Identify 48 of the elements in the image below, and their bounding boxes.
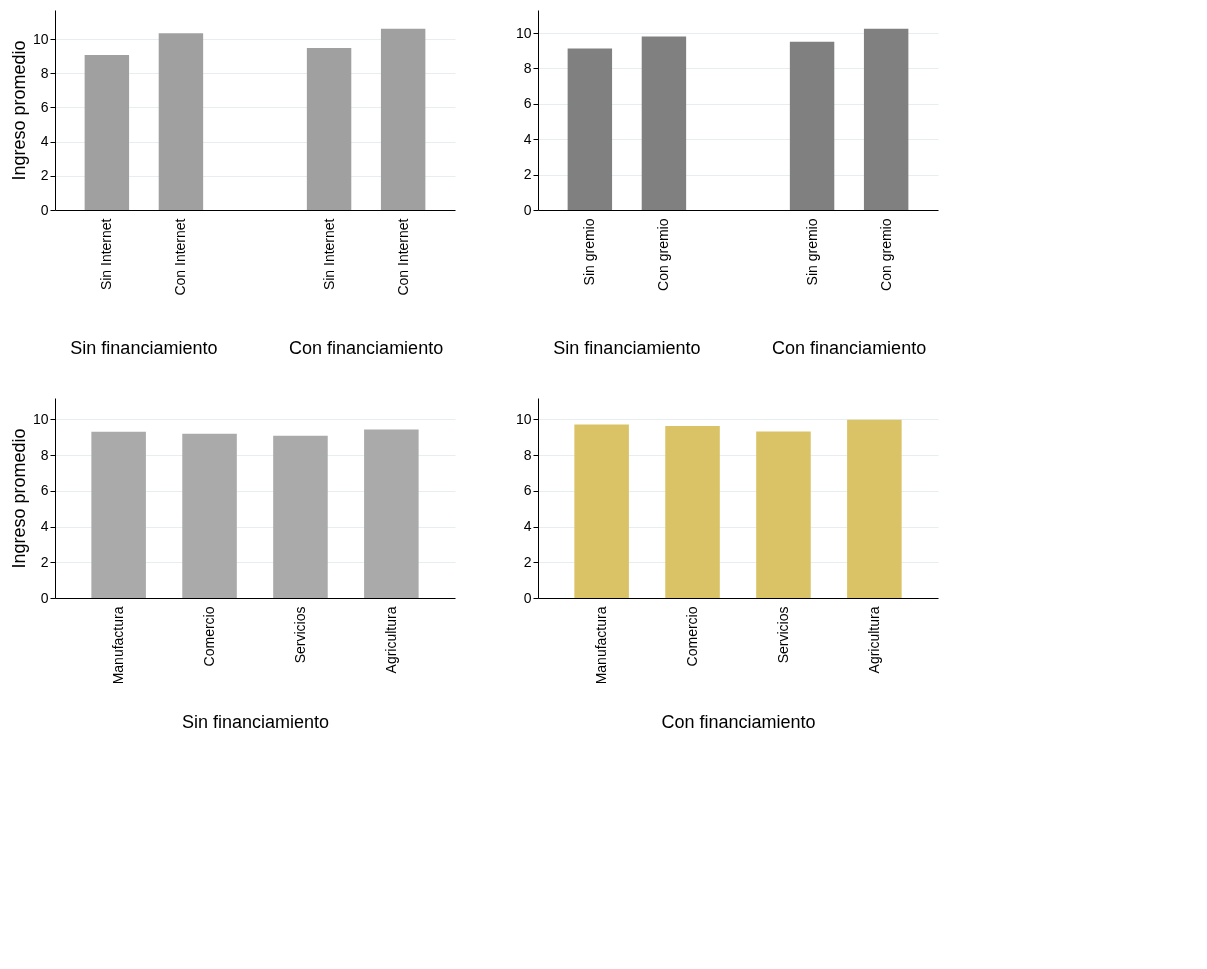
text: Con financiamiento	[289, 338, 444, 358]
y-tick-label: 6	[523, 95, 532, 112]
text: Sin financiamiento	[70, 338, 218, 358]
y-tick-label: 4	[40, 133, 49, 150]
x-tick-label: Manufactura	[110, 606, 127, 685]
x-tick-label: Con gremio	[877, 218, 894, 291]
y-tick-label: 10	[32, 30, 49, 47]
y-tick-label: 4	[523, 130, 532, 147]
y-tick-label: 4	[523, 518, 532, 535]
x-axis-title: Con financiamiento	[661, 712, 816, 733]
x-axis-title: Sin financiamiento	[181, 712, 330, 733]
y-tick-label: 8	[40, 446, 49, 463]
y-tick-label: 2	[40, 167, 49, 184]
x-tick-label: Agricultura	[865, 606, 882, 674]
x-tick-label: Con gremio	[655, 218, 672, 291]
x-tick-label: Servicios	[291, 606, 308, 664]
y-tick-label: 10	[515, 410, 532, 427]
x-tick-label: Sin Internet	[320, 218, 337, 291]
y-tick-label: 8	[523, 59, 532, 76]
y-tick-label: 0	[523, 201, 532, 218]
y-tick-label: 6	[40, 98, 49, 115]
y-tick-label: 0	[40, 201, 49, 218]
y-axis-title: Ingreso promedio	[8, 428, 29, 569]
y-tick-label: 6	[523, 482, 532, 499]
x-tick-label: Sin Internet	[98, 218, 115, 291]
x-tick-label: Sin gremio	[581, 218, 598, 286]
y-tick-label: 10	[32, 410, 49, 427]
text: Sin financiamiento	[553, 338, 701, 358]
x-tick-label: Con Internet	[172, 218, 189, 296]
y-tick-label: 8	[40, 64, 49, 81]
x-tick-label: Comercio	[201, 606, 218, 667]
x-tick-label: Servicios	[774, 606, 791, 664]
y-tick-label: 10	[515, 24, 532, 41]
x-tick-label: Comercio	[684, 606, 701, 667]
x-tick-label: Agricultura	[382, 606, 399, 674]
x-tick-label: Sin gremio	[803, 218, 820, 286]
x-tick-label: Manufactura	[593, 606, 610, 685]
y-tick-label: 0	[523, 589, 532, 606]
y-tick-label: 2	[523, 166, 532, 183]
y-axis-title: Ingreso promedio	[8, 40, 29, 181]
y-tick-label: 6	[40, 482, 49, 499]
y-tick-label: 8	[523, 446, 532, 463]
x-tick-label: Con Internet	[394, 218, 411, 296]
y-tick-label: 2	[523, 553, 532, 570]
y-tick-label: 2	[40, 553, 49, 570]
text: Con financiamiento	[772, 338, 927, 358]
y-tick-label: 4	[40, 518, 49, 535]
y-tick-label: 0	[40, 589, 49, 606]
